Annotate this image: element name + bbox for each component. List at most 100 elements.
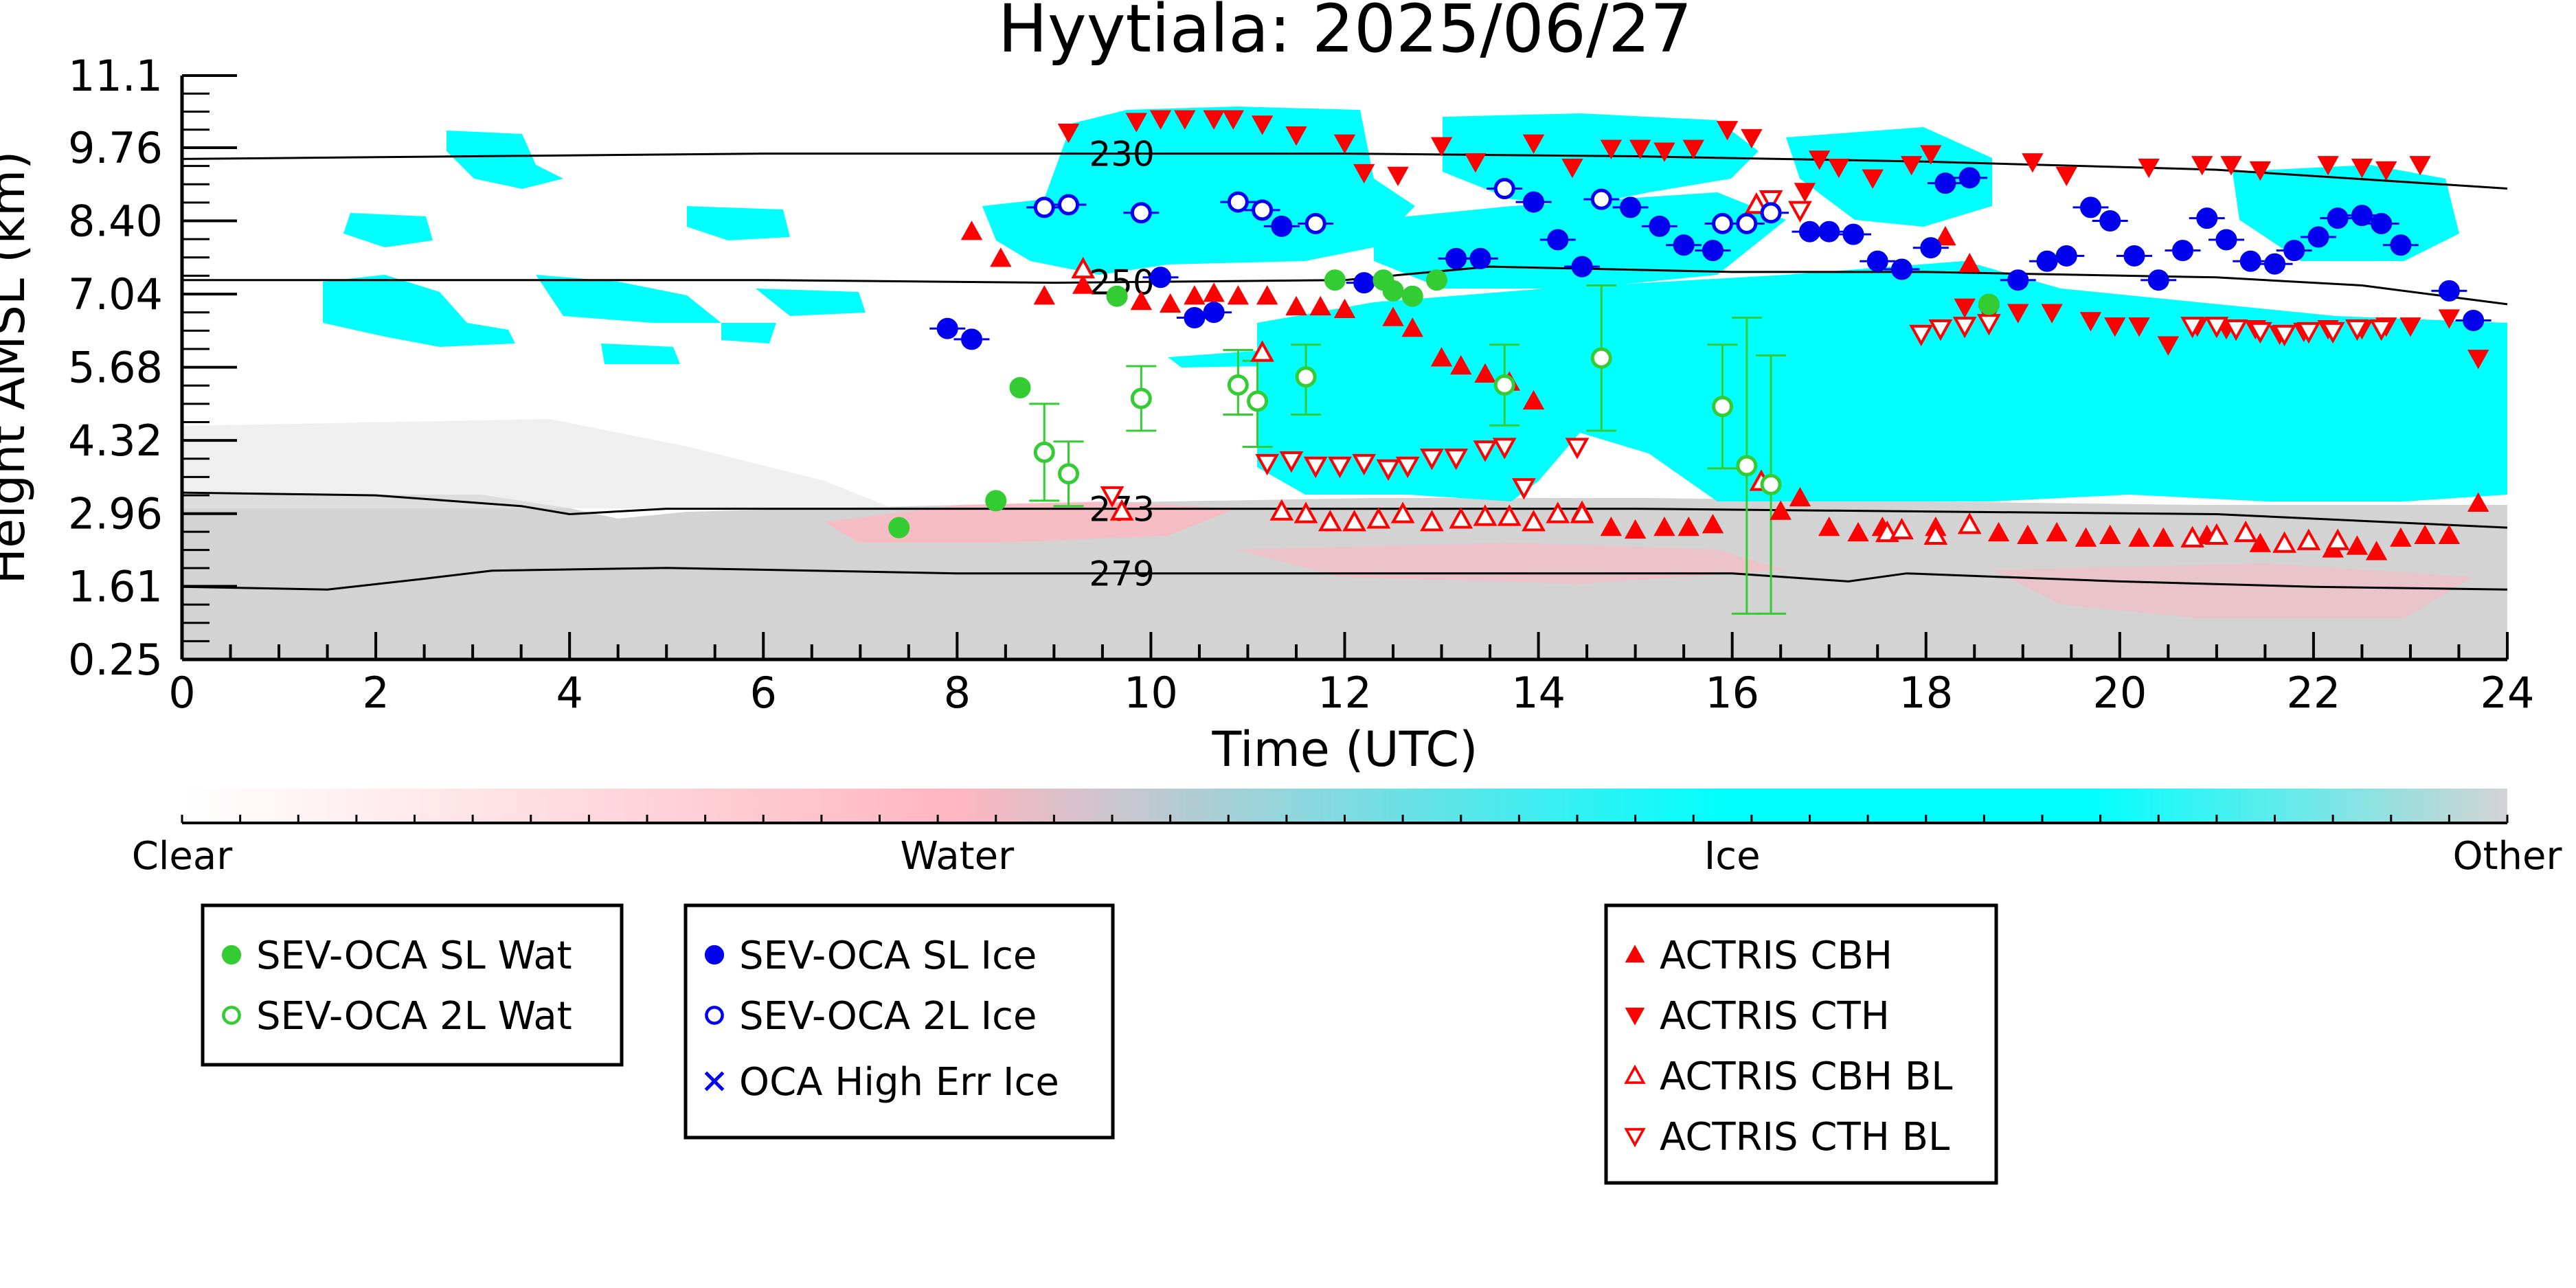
ice-patch: [1786, 127, 1992, 227]
sev-oca-sl-ice-point: [1445, 247, 1467, 269]
actris-cbh-bl-point: [1473, 504, 1498, 526]
legend-marker: [705, 1006, 724, 1025]
actris-cth-bl-point: [1759, 190, 1783, 212]
actris-cbh-point: [1474, 363, 1496, 383]
legend-label: SEV-OCA SL Ice: [739, 934, 1037, 978]
sev-oca-sl-ice-point: [1649, 215, 1671, 237]
actris-cbh-point: [1987, 521, 2010, 542]
actris-cth-bl-point: [1473, 440, 1498, 462]
other-speckle: [182, 419, 893, 508]
x-tick-label: 4: [556, 668, 583, 718]
sev-oca-2l-ice-point: [1590, 188, 1612, 210]
actris-cth-point: [2191, 156, 2213, 176]
actris-cth-point: [1862, 169, 1884, 189]
actris-cth-point: [2104, 317, 2126, 337]
actris-cbh-point: [1847, 521, 1869, 542]
sev-oca-sl-wat-point: [1382, 280, 1404, 302]
sev-oca-sl-ice-point: [2390, 234, 2412, 256]
sev-oca-2l-ice-point: [1033, 196, 1055, 218]
actris-cth-point: [2399, 317, 2421, 337]
ice-patch: [687, 206, 790, 240]
legend-label: SEV-OCA 2L Wat: [256, 994, 572, 1039]
sev-oca-2l-wat-point: [1493, 374, 1515, 396]
x-tick-label: 12: [1318, 668, 1372, 718]
sev-oca-sl-wat-point: [1106, 285, 1128, 307]
actris-cth-point: [2375, 161, 2397, 181]
actris-cbh-point: [1653, 517, 1675, 536]
actris-cth-point: [1222, 110, 1245, 130]
sev-oca-2l-ice-point: [1058, 194, 1080, 216]
actris-cbh-point: [1818, 517, 1840, 536]
y-tick-label: 2.96: [68, 489, 163, 539]
actris-cbh-point: [1033, 285, 1055, 305]
actris-cbh-point: [2152, 527, 2175, 547]
actris-cth-point: [1522, 134, 1545, 154]
y-axis-ticks: 0.25 1.61 2.96 4.32 5.68 7.04 8.40 9.76 11.1: [68, 51, 237, 685]
legend-marker: [704, 1071, 725, 1092]
x-tick-label: 16: [1705, 668, 1759, 718]
actris-cbh-point: [1770, 500, 1792, 520]
legend-marker: [1624, 1128, 1646, 1148]
sev-oca-sl-ice-point: [1702, 240, 1724, 262]
sev-oca-2l-wat-point: [1590, 347, 1612, 369]
actris-cbh-bl-point: [1546, 501, 1570, 523]
x-tick-label: 10: [1124, 668, 1178, 718]
ice-patch: [601, 343, 680, 364]
actris-cth-bl-point: [2320, 321, 2345, 344]
sev-oca-2l-wat-point: [1295, 366, 1317, 388]
ice-patch: [1443, 113, 1759, 206]
actris-cth-point: [1125, 113, 1147, 133]
actris-cth-bl-point: [2369, 319, 2394, 341]
actris-cbh-bl-point: [1269, 499, 1294, 521]
actris-cth-bl-point: [2204, 317, 2229, 339]
sev-oca-2l-wat-point: [1058, 463, 1080, 485]
actris-cbh-bl-point: [1250, 340, 1275, 362]
actris-cth-point: [2128, 317, 2150, 337]
actris-cbh-point: [1227, 285, 1250, 305]
actris-cth-point: [2022, 153, 2044, 173]
actris-cbh-bl-point: [2272, 531, 2297, 553]
sev-oca-2l-wat-point: [1247, 390, 1269, 412]
actris-cth-point: [2041, 304, 2063, 324]
x-tick-label: 20: [2092, 668, 2147, 718]
sev-oca-sl-ice-point: [1842, 223, 1864, 245]
sev-oca-sl-ice-point: [1620, 196, 1642, 218]
sev-oca-sl-wat-point: [1009, 376, 1031, 398]
actris-cbh-point: [1702, 514, 1724, 534]
x-tick-label: 22: [2286, 668, 2340, 718]
actris-cbh-point: [2346, 535, 2369, 555]
actris-cbh-point: [1333, 298, 1356, 318]
sev-oca-2l-wat-point: [1227, 374, 1249, 396]
actris-cth-point: [1682, 139, 1704, 159]
contour-line: [181, 567, 2508, 591]
actris-cbh-bl-point: [1366, 507, 1391, 529]
x-axis-title: Time (UTC): [1212, 721, 1478, 778]
actris-cbh-point: [1789, 486, 1811, 507]
actris-cbh-point: [2249, 532, 2272, 552]
sev-oca-sl-ice-point: [2099, 210, 2121, 232]
sev-oca-sl-ice-point: [2036, 250, 2058, 272]
actris-cth-point: [1741, 128, 1763, 149]
actris-cbh-point: [2128, 527, 2150, 547]
actris-cbh-point: [1309, 295, 1331, 316]
actris-cbh-bl-point: [1390, 501, 1415, 523]
x-tick-label: 8: [944, 668, 971, 718]
y-tick-label: 5.68: [68, 343, 163, 393]
actris-cbh-point: [1184, 285, 1206, 305]
actris-cth-point: [1353, 163, 1375, 184]
x-tick-label: 14: [1511, 668, 1566, 718]
ice-patch: [982, 106, 1415, 275]
sev-oca-2l-ice-point: [1130, 202, 1152, 224]
actris-cth-bl-point: [1376, 459, 1401, 482]
sev-oca-sl-ice-point: [1673, 234, 1695, 256]
actris-cbh-bl-point: [1293, 501, 1318, 523]
sev-oca-2l-ice-point: [1252, 199, 1274, 221]
actris-cth-bl-point: [2345, 319, 2369, 341]
sev-oca-sl-ice-point: [2055, 245, 2077, 267]
ice-patch: [447, 131, 563, 189]
chart-title: Hyytiala: 2025/06/27: [998, 0, 1693, 67]
actris-cth-point: [1333, 134, 1356, 154]
sev-oca-2l-ice-point: [1227, 191, 1249, 213]
contour-label: 230: [1089, 135, 1154, 174]
legends: SEV-OCA SL Wat SEV-OCA 2L Wat SEV-OCA SL I…: [201, 903, 1998, 1185]
